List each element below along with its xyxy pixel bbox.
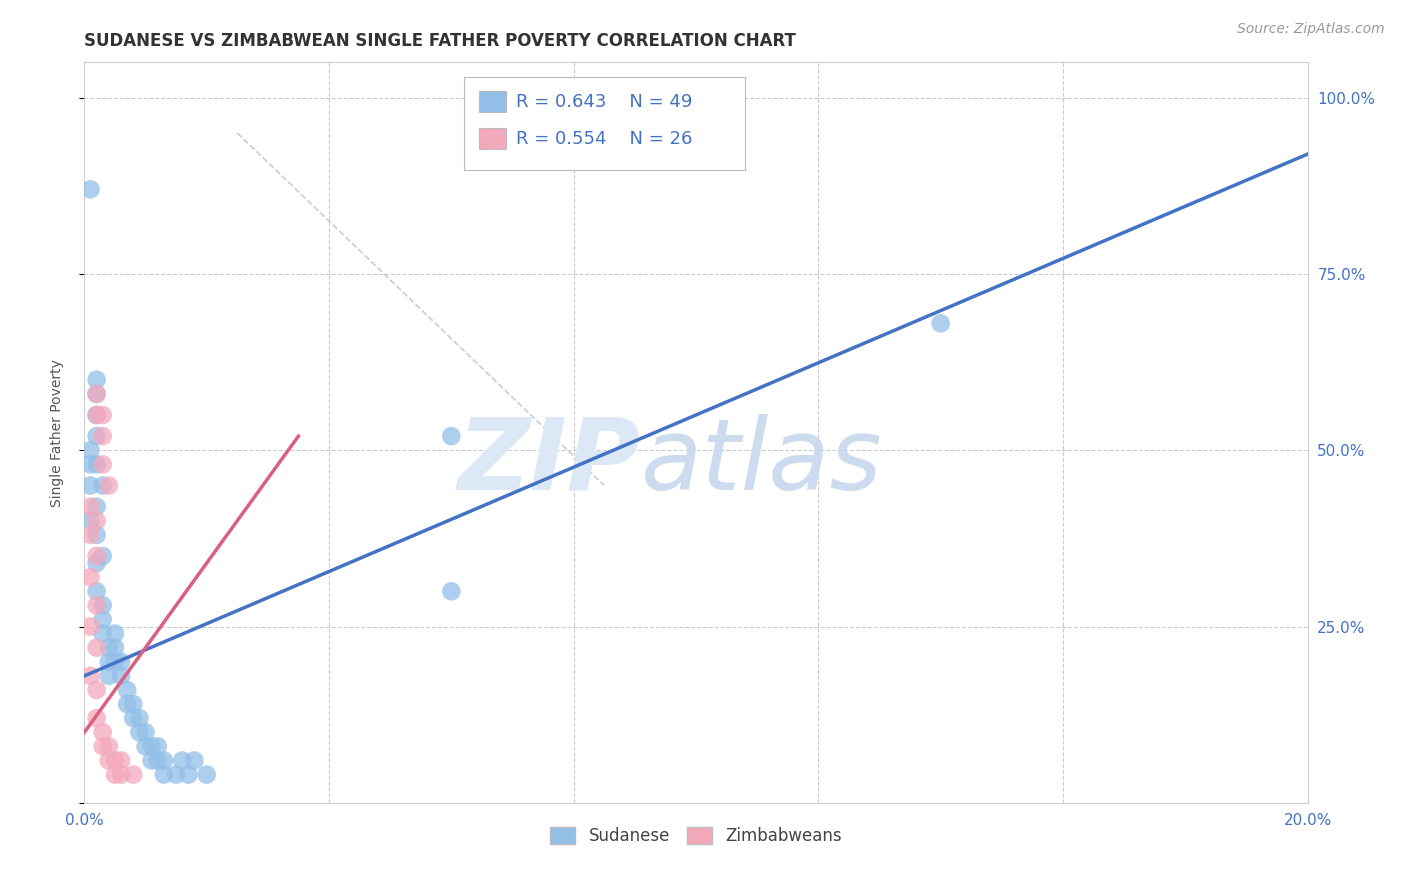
Point [86,429,108,443]
Bar [479,91,506,112]
Point [86,549,108,563]
Point [79,514,101,528]
Point [86,500,108,514]
Point [104,754,127,768]
Point [110,767,132,781]
Text: SUDANESE VS ZIMBABWEAN SINGLE FATHER POVERTY CORRELATION CHART: SUDANESE VS ZIMBABWEAN SINGLE FATHER POV… [84,32,796,50]
Point [79,619,101,633]
Point [86,514,108,528]
Point [104,640,127,655]
Point [929,316,952,330]
Point [153,767,176,781]
Text: ZIP: ZIP [458,414,641,511]
Point [97,754,120,768]
Point [146,739,169,754]
Point [91,408,114,422]
Point [86,599,108,613]
Point [86,711,108,725]
Point [79,443,101,458]
Point [128,725,150,739]
Point [91,458,114,472]
Point [177,767,200,781]
Point [141,739,163,754]
Bar [479,128,506,149]
Point [86,528,108,542]
Point [146,754,169,768]
Point [91,725,114,739]
Point [86,408,108,422]
Point [91,429,114,443]
Point [86,584,108,599]
Point [104,655,127,669]
Y-axis label: Single Father Poverty: Single Father Poverty [49,359,63,507]
Point [97,669,120,683]
Point [110,754,132,768]
Point [86,387,108,401]
Text: Source: ZipAtlas.com: Source: ZipAtlas.com [1237,22,1385,37]
Point [135,725,157,739]
Point [153,754,176,768]
Point [128,711,150,725]
Point [91,549,114,563]
Point [79,182,101,196]
Point [79,669,101,683]
Point [97,478,120,492]
Point [86,387,108,401]
Point [110,669,132,683]
Text: R = 0.643    N = 49: R = 0.643 N = 49 [516,93,693,111]
Point [122,767,145,781]
Point [104,767,127,781]
Point [115,697,138,711]
Point [91,612,114,626]
Text: R = 0.554    N = 26: R = 0.554 N = 26 [516,129,693,148]
Point [91,478,114,492]
Point [86,556,108,570]
Point [91,626,114,640]
Point [86,373,108,387]
Point [440,429,463,443]
Point [440,584,463,599]
Point [86,640,108,655]
Point [86,683,108,698]
Point [97,655,120,669]
Point [141,754,163,768]
Legend: Sudanese, Zimbabweans: Sudanese, Zimbabweans [541,819,851,854]
Point [79,478,101,492]
Point [104,626,127,640]
Point [115,683,138,698]
Point [135,739,157,754]
Point [122,697,145,711]
Point [97,739,120,754]
Point [79,528,101,542]
FancyBboxPatch shape [464,78,745,169]
Point [91,739,114,754]
Point [165,767,187,781]
Point [79,500,101,514]
Point [91,599,114,613]
Point [172,754,194,768]
Point [79,570,101,584]
Point [86,408,108,422]
Point [195,767,218,781]
Point [110,655,132,669]
Point [122,711,145,725]
Point [86,458,108,472]
Point [79,458,101,472]
Text: atlas: atlas [641,414,883,511]
Point [97,640,120,655]
Point [183,754,205,768]
